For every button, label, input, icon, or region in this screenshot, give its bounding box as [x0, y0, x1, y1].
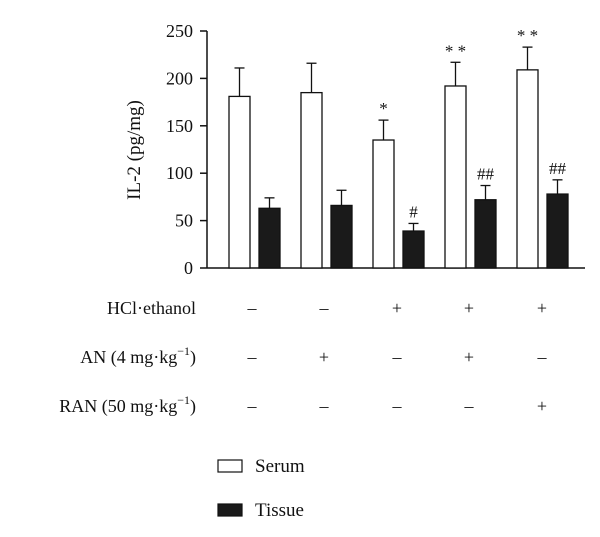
label-end: )	[190, 396, 196, 417]
label-superscript: −1	[177, 344, 190, 358]
bar-serum	[300, 91, 323, 269]
bar-serum	[444, 85, 467, 269]
treatment-sign: +	[537, 396, 547, 416]
treatment-sign: –	[537, 347, 548, 367]
y-tick-label: 100	[166, 163, 193, 183]
legend-label: Tissue	[255, 500, 304, 521]
significance-mark: *	[379, 99, 388, 118]
bars: ** ** *### ##	[228, 26, 569, 269]
bar-serum	[228, 95, 251, 269]
label-main: RAN (50 mg·kg	[59, 396, 177, 417]
y-tick-label: 150	[166, 116, 193, 136]
bar-tissue	[474, 199, 497, 269]
label-main: AN (4 mg·kg	[80, 347, 177, 368]
treatment-rows: HCl·ethanol – – + + +AN (4 mg·kg−1) – + – + –RAN (…	[59, 298, 547, 417]
treatment-label: RAN (50 mg·kg−1)	[59, 393, 196, 417]
significance-mark: ##	[549, 159, 567, 178]
treatment-sign: +	[319, 347, 329, 367]
treatment-sign: –	[247, 396, 258, 416]
treatment-sign: –	[319, 298, 330, 318]
legend-item-tissue: Tissue	[217, 500, 304, 521]
treatment-sign: –	[247, 298, 258, 318]
treatment-sign: +	[537, 298, 547, 318]
bar-tissue	[258, 207, 281, 269]
treatment-sign: +	[464, 298, 474, 318]
y-axis: 0 50 100 150 200 250	[166, 21, 208, 278]
bar-tissue	[402, 230, 425, 269]
treatment-sign: –	[392, 396, 403, 416]
y-axis-label: IL-2 (pg/mg)	[124, 100, 145, 200]
legend-swatch	[217, 459, 243, 473]
bar-serum	[516, 69, 539, 269]
legend-item-serum: Serum	[217, 456, 305, 477]
legend-label: Serum	[255, 456, 305, 477]
significance-mark: * *	[445, 41, 466, 60]
treatment-row: RAN (50 mg·kg−1) – – – – +	[59, 393, 547, 417]
treatment-sign: –	[392, 347, 403, 367]
treatment-sign: –	[464, 396, 475, 416]
legend: Serum Tissue	[217, 456, 305, 521]
treatment-sign: +	[464, 347, 474, 367]
treatment-label: HCl·ethanol	[107, 298, 196, 318]
bar-tissue	[546, 193, 569, 269]
treatment-row: AN (4 mg·kg−1) – + – + –	[80, 344, 547, 368]
legend-swatch	[217, 503, 243, 517]
treatment-row: HCl·ethanol – – + + +	[107, 298, 547, 318]
significance-mark: #	[409, 202, 418, 221]
y-tick-label: 200	[166, 68, 193, 88]
treatment-sign: –	[247, 347, 258, 367]
y-tick-label: 0	[184, 258, 193, 278]
significance-mark: * *	[517, 26, 538, 45]
label-end: )	[190, 347, 196, 368]
y-tick-label: 50	[175, 211, 193, 231]
y-tick-label: 250	[166, 21, 193, 41]
bar-tissue	[330, 204, 353, 269]
treatment-sign: –	[319, 396, 330, 416]
significance-mark: ##	[477, 165, 495, 184]
treatment-label: AN (4 mg·kg−1)	[80, 344, 196, 368]
bar-serum	[372, 139, 395, 269]
label-superscript: −1	[177, 393, 190, 407]
treatment-sign: +	[392, 298, 402, 318]
